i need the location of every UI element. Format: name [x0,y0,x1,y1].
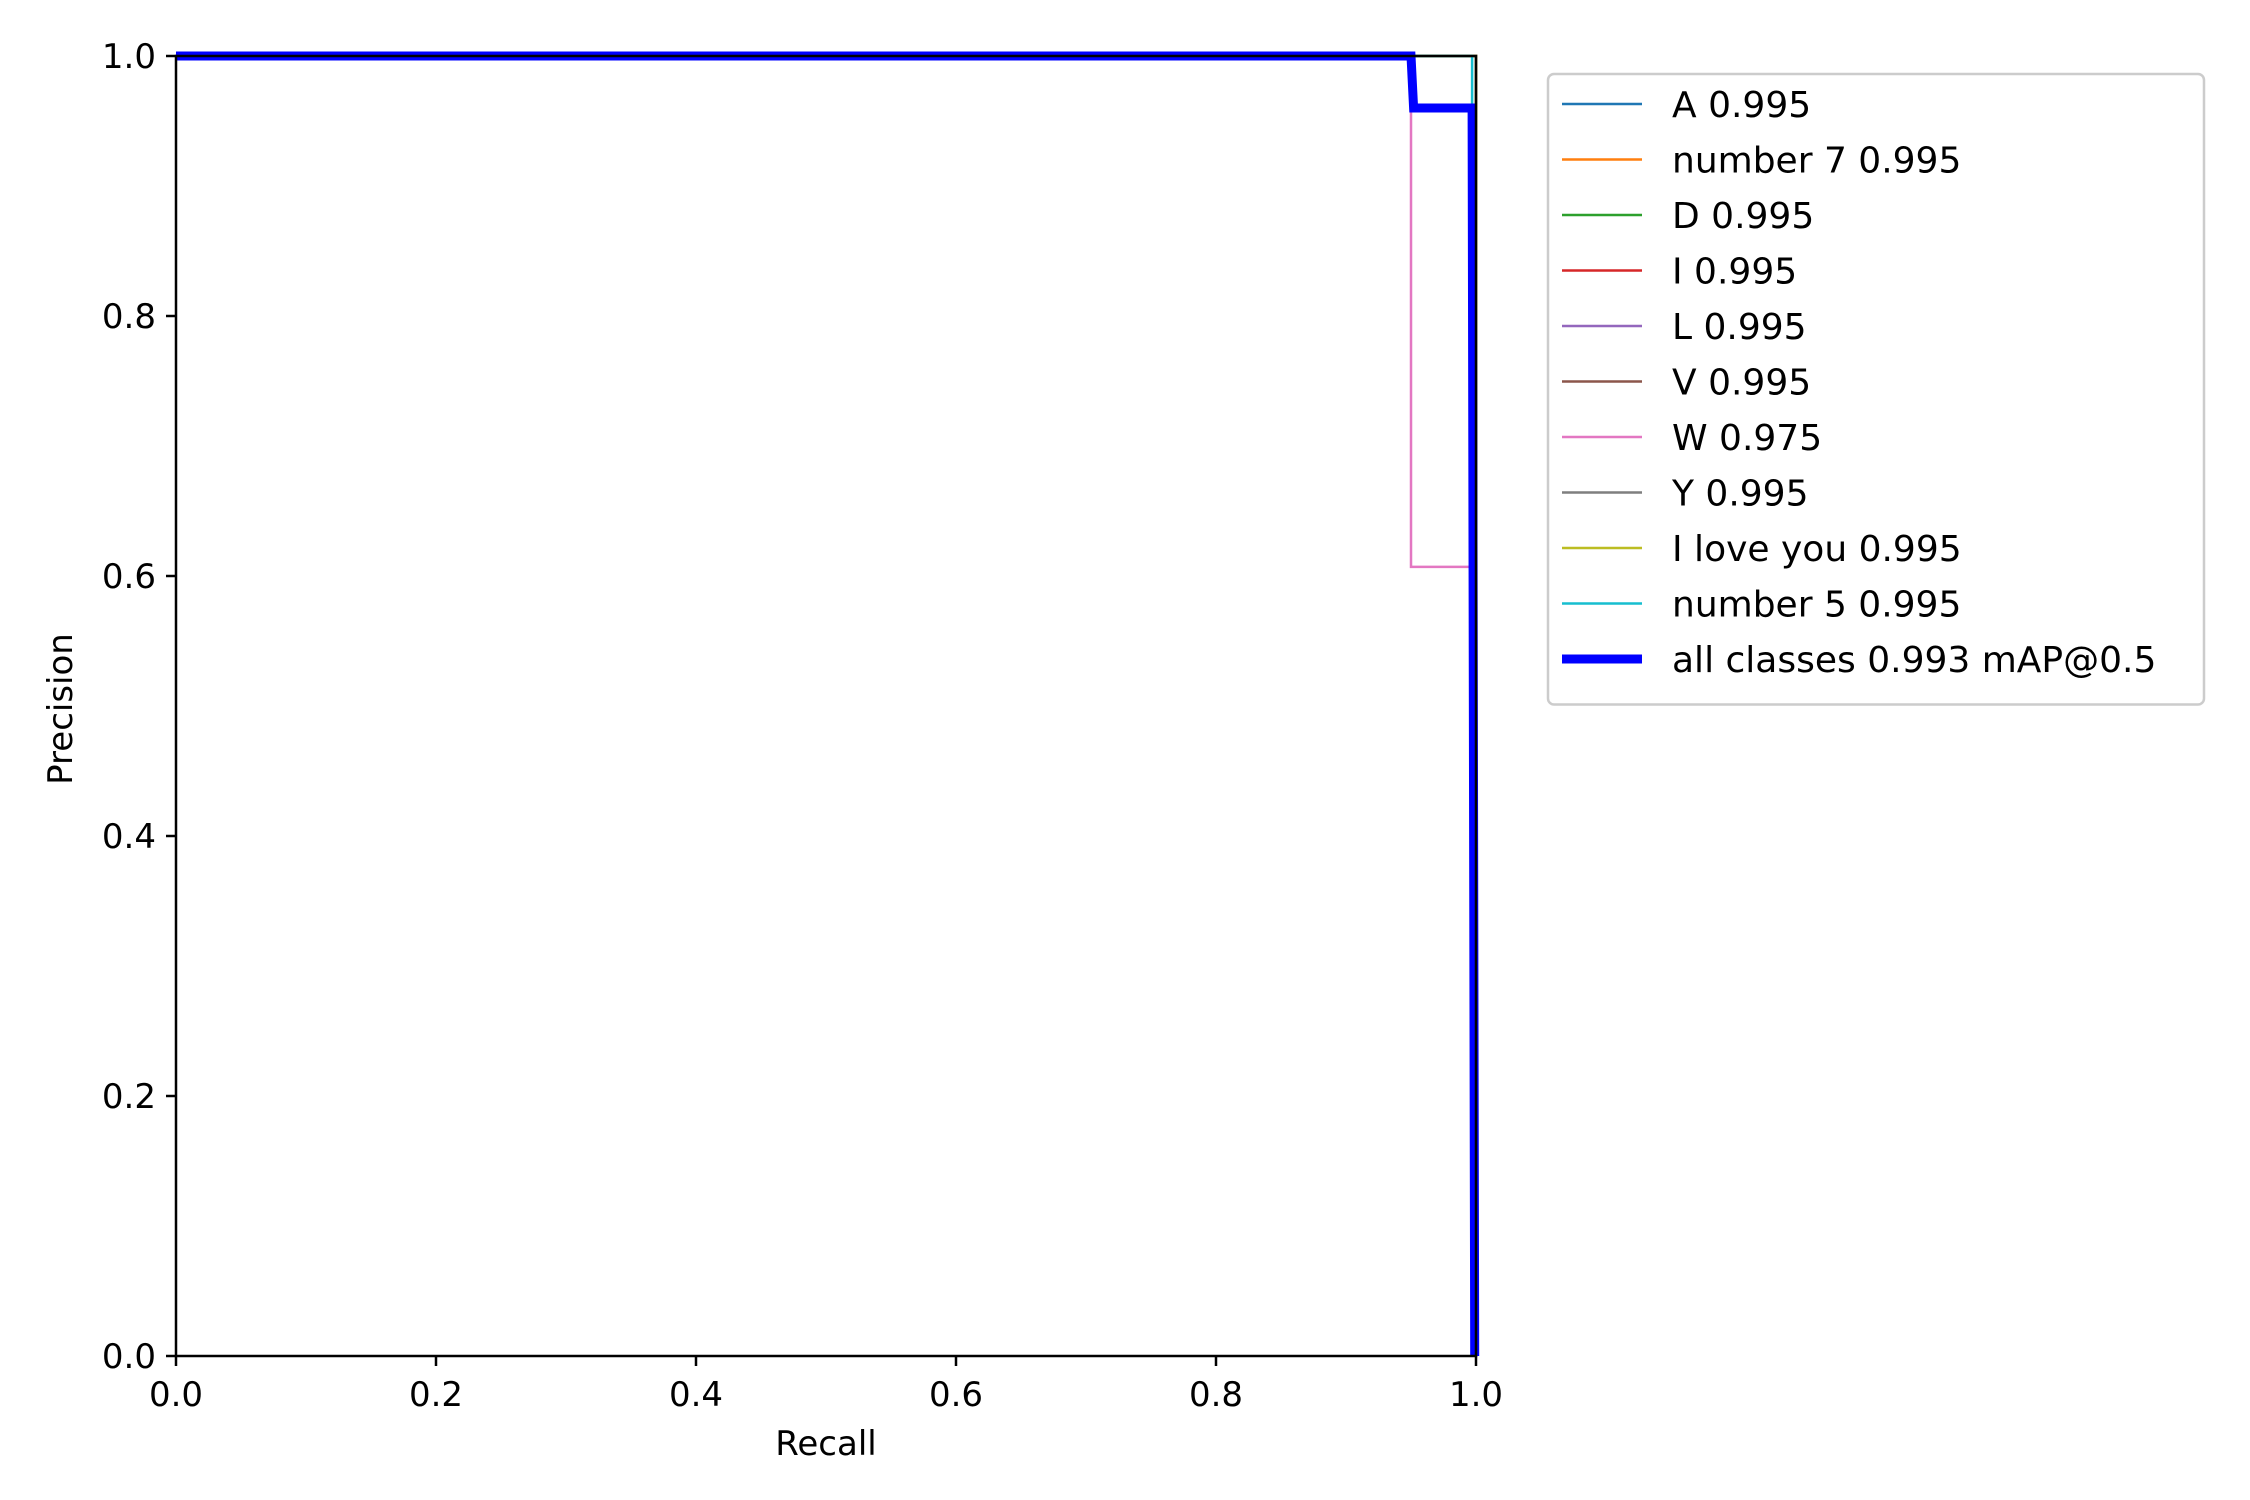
y-tick-label: 0.4 [102,817,156,857]
legend-label-8: I love you 0.995 [1672,529,1962,570]
legend-label-9: number 5 0.995 [1672,585,1961,626]
legend-label-3: I 0.995 [1672,252,1797,293]
legend-label-7: Y 0.995 [1671,474,1809,515]
y-tick-label: 1.0 [102,37,156,77]
y-tick-label: 0.0 [102,1337,156,1377]
y-tick-label: 0.8 [102,297,156,337]
legend: A 0.995 number 7 0.995 D 0.995 I 0.995 L 0.9… [1546,72,2206,706]
legend-label-2: D 0.995 [1672,196,1814,237]
legend-label-0: A 0.995 [1672,85,1811,126]
plot-frame [174,54,1478,1358]
axes-layer [174,54,1478,1358]
x-tick-label: 0.2 [409,1375,463,1415]
x-tick-label: 0.6 [929,1375,983,1415]
legend-label-4: L 0.995 [1672,307,1807,348]
x-tick-label: 1.0 [1449,1375,1503,1415]
y-axis-title: Precision [41,633,81,785]
ticks-layer: 0.0 0.2 0.4 0.6 0.8 1.0 0.0 0.2 0.4 0.6 0.8 1.0 [102,37,1503,1415]
x-axis-title: Recall [775,1424,876,1464]
legend-label-5: V 0.995 [1672,363,1811,404]
legend-label-1: number 7 0.995 [1672,141,1961,182]
x-tick-label: 0.0 [149,1375,203,1415]
x-tick-label: 0.8 [1189,1375,1243,1415]
legend-label-10: all classes 0.993 mAP@0.5 [1672,640,2156,681]
y-tick-label: 0.6 [102,557,156,597]
x-tick-label: 0.4 [669,1375,723,1415]
y-tick-label: 0.2 [102,1077,156,1117]
legend-label-6: W 0.975 [1672,418,1822,459]
legend-box [1546,72,2206,706]
